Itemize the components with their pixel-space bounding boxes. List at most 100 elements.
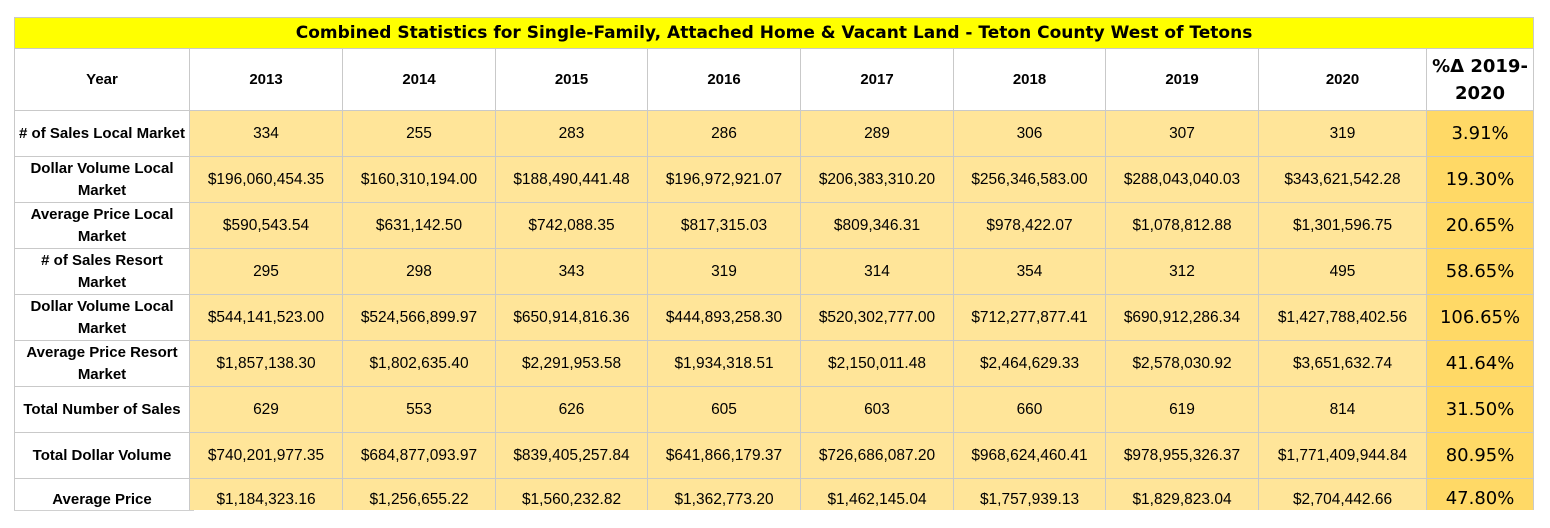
- header-year-label: Year: [14, 48, 190, 111]
- value-cell-2020: $3,651,632.74: [1258, 340, 1427, 387]
- header-year-2017: 2017: [800, 48, 954, 111]
- value-cell-2017: 603: [800, 386, 954, 433]
- value-cell-2019: 619: [1105, 386, 1259, 433]
- header-year-2018: 2018: [953, 48, 1106, 111]
- table-row: Total Number of Sales 629 553 626 605 603 660 6…: [14, 386, 1535, 433]
- value-cell-2013: 334: [189, 110, 343, 157]
- value-cell-2018: $1,757,939.13: [953, 478, 1106, 513]
- table-row: # of Sales Resort Market 295 298 343 319 314 3…: [14, 248, 1535, 295]
- value-cell-2017: 289: [800, 110, 954, 157]
- value-cell-2014: $524,566,899.97: [342, 294, 496, 341]
- value-cell-2019: $690,912,286.34: [1105, 294, 1259, 341]
- value-cell-2017: 314: [800, 248, 954, 295]
- value-cell-2018: 354: [953, 248, 1106, 295]
- value-cell-2013: $590,543.54: [189, 202, 343, 249]
- pct-change-cell: 47.80%: [1425, 478, 1535, 513]
- value-cell-2015: $650,914,816.36: [495, 294, 648, 341]
- row-label: Average Price Resort Market: [14, 340, 190, 387]
- value-cell-2020: $343,621,542.28: [1258, 156, 1427, 203]
- pct-change-cell: 106.65%: [1425, 294, 1535, 341]
- value-cell-2015: $1,560,232.82: [495, 478, 648, 513]
- value-cell-2013: $544,141,523.00: [189, 294, 343, 341]
- header-year-2020: 2020: [1258, 48, 1427, 111]
- value-cell-2017: $206,383,310.20: [800, 156, 954, 203]
- row-label: Dollar Volume Local Market: [14, 294, 190, 341]
- value-cell-2018: 306: [953, 110, 1106, 157]
- value-cell-2016: 286: [647, 110, 801, 157]
- value-cell-2017: $2,150,011.48: [800, 340, 954, 387]
- row-label: # of Sales Local Market: [14, 110, 190, 157]
- value-cell-2013: $1,857,138.30: [189, 340, 343, 387]
- value-cell-2015: $188,490,441.48: [495, 156, 648, 203]
- value-cell-2019: $288,043,040.03: [1105, 156, 1259, 203]
- value-cell-2018: $978,422.07: [953, 202, 1106, 249]
- value-cell-2020: 495: [1258, 248, 1427, 295]
- value-cell-2018: $256,346,583.00: [953, 156, 1106, 203]
- table-row: Dollar Volume Local Market $544,141,523.0…: [14, 294, 1535, 341]
- value-cell-2016: $196,972,921.07: [647, 156, 801, 203]
- value-cell-2016: 605: [647, 386, 801, 433]
- value-cell-2013: $1,184,323.16: [189, 478, 343, 513]
- value-cell-2013: $740,201,977.35: [189, 432, 343, 479]
- value-cell-2015: 343: [495, 248, 648, 295]
- value-cell-2019: $2,578,030.92: [1105, 340, 1259, 387]
- pct-change-cell: 31.50%: [1425, 386, 1535, 433]
- row-label: Total Dollar Volume: [14, 432, 190, 479]
- table-title: Combined Statistics for Single-Family, A…: [13, 17, 1535, 49]
- value-cell-2019: 307: [1105, 110, 1259, 157]
- value-cell-2020: $1,771,409,944.84: [1258, 432, 1427, 479]
- value-cell-2019: $1,829,823.04: [1105, 478, 1259, 513]
- value-cell-2019: 312: [1105, 248, 1259, 295]
- value-cell-2016: $817,315.03: [647, 202, 801, 249]
- header-row: Year 2013 2014 2015 2016 2017 2018 2019 …: [14, 48, 1535, 111]
- value-cell-2013: 629: [189, 386, 343, 433]
- row-label: Average Price Local Market: [14, 202, 190, 249]
- value-cell-2015: 626: [495, 386, 648, 433]
- table-row: Average Price Local Market $590,543.54 $63…: [14, 202, 1535, 249]
- header-year-2016: 2016: [647, 48, 801, 111]
- value-cell-2015: $742,088.35: [495, 202, 648, 249]
- value-cell-2015: $2,291,953.58: [495, 340, 648, 387]
- statistics-table-wrapper: Combined Statistics for Single-Family, A…: [13, 17, 1535, 513]
- value-cell-2014: $684,877,093.97: [342, 432, 496, 479]
- value-cell-2014: $1,802,635.40: [342, 340, 496, 387]
- value-cell-2014: 298: [342, 248, 496, 295]
- row-label: Dollar Volume Local Market: [14, 156, 190, 203]
- value-cell-2014: $1,256,655.22: [342, 478, 496, 513]
- header-year-2013: 2013: [189, 48, 343, 111]
- value-cell-2017: $1,462,145.04: [800, 478, 954, 513]
- value-cell-2013: $196,060,454.35: [189, 156, 343, 203]
- pct-change-cell: 20.65%: [1425, 202, 1535, 249]
- value-cell-2016: $1,362,773.20: [647, 478, 801, 513]
- value-cell-2020: 319: [1258, 110, 1427, 157]
- value-cell-2020: $2,704,442.66: [1258, 478, 1427, 513]
- table-row: Total Dollar Volume $740,201,977.35 $684,8…: [14, 432, 1535, 479]
- value-cell-2016: $1,934,318.51: [647, 340, 801, 387]
- value-cell-2016: 319: [647, 248, 801, 295]
- value-cell-2016: $641,866,179.37: [647, 432, 801, 479]
- value-cell-2017: $726,686,087.20: [800, 432, 954, 479]
- value-cell-2014: $160,310,194.00: [342, 156, 496, 203]
- value-cell-2019: $978,955,326.37: [1105, 432, 1259, 479]
- value-cell-2014: $631,142.50: [342, 202, 496, 249]
- header-year-2019: 2019: [1105, 48, 1259, 111]
- value-cell-2015: 283: [495, 110, 648, 157]
- value-cell-2020: 814: [1258, 386, 1427, 433]
- header-pct-change: %Δ 2019-2020: [1425, 48, 1535, 111]
- row-label: Average Price: [14, 478, 190, 513]
- value-cell-2019: $1,078,812.88: [1105, 202, 1259, 249]
- value-cell-2014: 255: [342, 110, 496, 157]
- value-cell-2016: $444,893,258.30: [647, 294, 801, 341]
- sheet-cutoff: [0, 510, 1550, 528]
- value-cell-2014: 553: [342, 386, 496, 433]
- value-cell-2017: $520,302,777.00: [800, 294, 954, 341]
- pct-change-cell: 3.91%: [1425, 110, 1535, 157]
- row-label: # of Sales Resort Market: [14, 248, 190, 295]
- value-cell-2018: $712,277,877.41: [953, 294, 1106, 341]
- pct-change-cell: 58.65%: [1425, 248, 1535, 295]
- value-cell-2018: $2,464,629.33: [953, 340, 1106, 387]
- table-row: Average Price $1,184,323.16 $1,256,655.22 $…: [14, 478, 1535, 513]
- value-cell-2020: $1,427,788,402.56: [1258, 294, 1427, 341]
- value-cell-2017: $809,346.31: [800, 202, 954, 249]
- row-label: Total Number of Sales: [14, 386, 190, 433]
